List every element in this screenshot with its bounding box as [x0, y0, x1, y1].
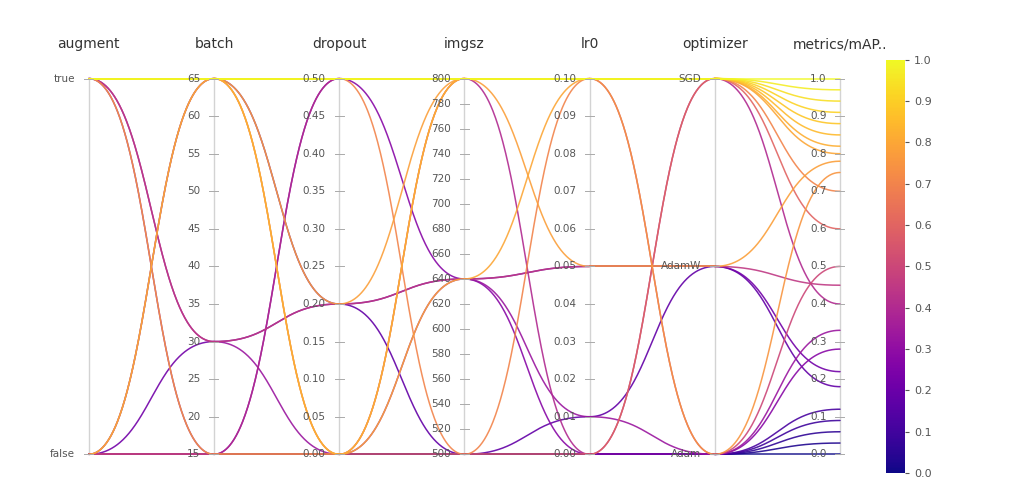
Text: 0.4: 0.4 — [810, 299, 826, 309]
Text: false: false — [50, 449, 75, 459]
Text: 760: 760 — [431, 124, 451, 133]
Text: 1.0: 1.0 — [810, 74, 826, 84]
Text: 0.9: 0.9 — [810, 111, 826, 121]
Text: 740: 740 — [431, 149, 451, 159]
Text: 0.8: 0.8 — [810, 149, 826, 159]
Text: 0.30: 0.30 — [303, 224, 326, 234]
Text: 600: 600 — [431, 324, 451, 334]
Text: 15: 15 — [187, 449, 201, 459]
Text: 0.7: 0.7 — [810, 186, 826, 196]
Text: 0.20: 0.20 — [303, 299, 326, 309]
Text: 540: 540 — [431, 399, 451, 409]
Text: 0.07: 0.07 — [553, 186, 577, 196]
Text: 0.04: 0.04 — [553, 299, 577, 309]
Text: 0.6: 0.6 — [810, 224, 826, 234]
Text: 0.45: 0.45 — [302, 111, 326, 121]
Text: 55: 55 — [187, 149, 201, 159]
Text: 0.0: 0.0 — [810, 449, 826, 459]
Text: 0.02: 0.02 — [553, 374, 577, 384]
Text: 0.50: 0.50 — [303, 74, 326, 84]
Text: 0.05: 0.05 — [553, 261, 577, 271]
Text: 20: 20 — [187, 412, 201, 422]
Text: 800: 800 — [431, 74, 451, 84]
Text: AdamW: AdamW — [660, 261, 701, 271]
Text: 0.25: 0.25 — [302, 261, 326, 271]
Text: 0.06: 0.06 — [553, 224, 577, 234]
Text: 0.5: 0.5 — [810, 261, 826, 271]
Text: 560: 560 — [431, 374, 451, 384]
Text: 0.35: 0.35 — [302, 186, 326, 196]
Text: 780: 780 — [431, 99, 451, 109]
Text: Adam: Adam — [671, 449, 701, 459]
Text: 500: 500 — [431, 449, 451, 459]
Text: 720: 720 — [431, 174, 451, 184]
Text: 0.1: 0.1 — [810, 412, 826, 422]
Text: 45: 45 — [187, 224, 201, 234]
Text: 680: 680 — [431, 224, 451, 234]
Text: 580: 580 — [431, 349, 451, 359]
Text: 50: 50 — [187, 186, 201, 196]
Text: 700: 700 — [431, 199, 451, 209]
Text: 35: 35 — [187, 299, 201, 309]
Text: 65: 65 — [187, 74, 201, 84]
Text: 520: 520 — [431, 424, 451, 434]
Text: 0.10: 0.10 — [553, 74, 577, 84]
Text: SGD: SGD — [679, 74, 701, 84]
Text: 640: 640 — [431, 274, 451, 284]
Text: 0.00: 0.00 — [303, 449, 326, 459]
Text: 0.00: 0.00 — [553, 449, 577, 459]
Text: 620: 620 — [431, 299, 451, 309]
Text: true: true — [53, 74, 75, 84]
Text: 0.10: 0.10 — [303, 374, 326, 384]
Text: 660: 660 — [431, 249, 451, 259]
Text: 60: 60 — [187, 111, 201, 121]
Text: 0.01: 0.01 — [553, 412, 577, 422]
Text: 0.2: 0.2 — [810, 374, 826, 384]
Text: 30: 30 — [187, 337, 201, 347]
Text: 0.03: 0.03 — [553, 337, 577, 347]
Text: 40: 40 — [187, 261, 201, 271]
Text: 25: 25 — [187, 374, 201, 384]
Text: 0.05: 0.05 — [303, 412, 326, 422]
Text: 0.08: 0.08 — [553, 149, 577, 159]
Text: 0.3: 0.3 — [810, 337, 826, 347]
Text: 0.40: 0.40 — [303, 149, 326, 159]
Text: 0.15: 0.15 — [302, 337, 326, 347]
Text: 0.09: 0.09 — [553, 111, 577, 121]
